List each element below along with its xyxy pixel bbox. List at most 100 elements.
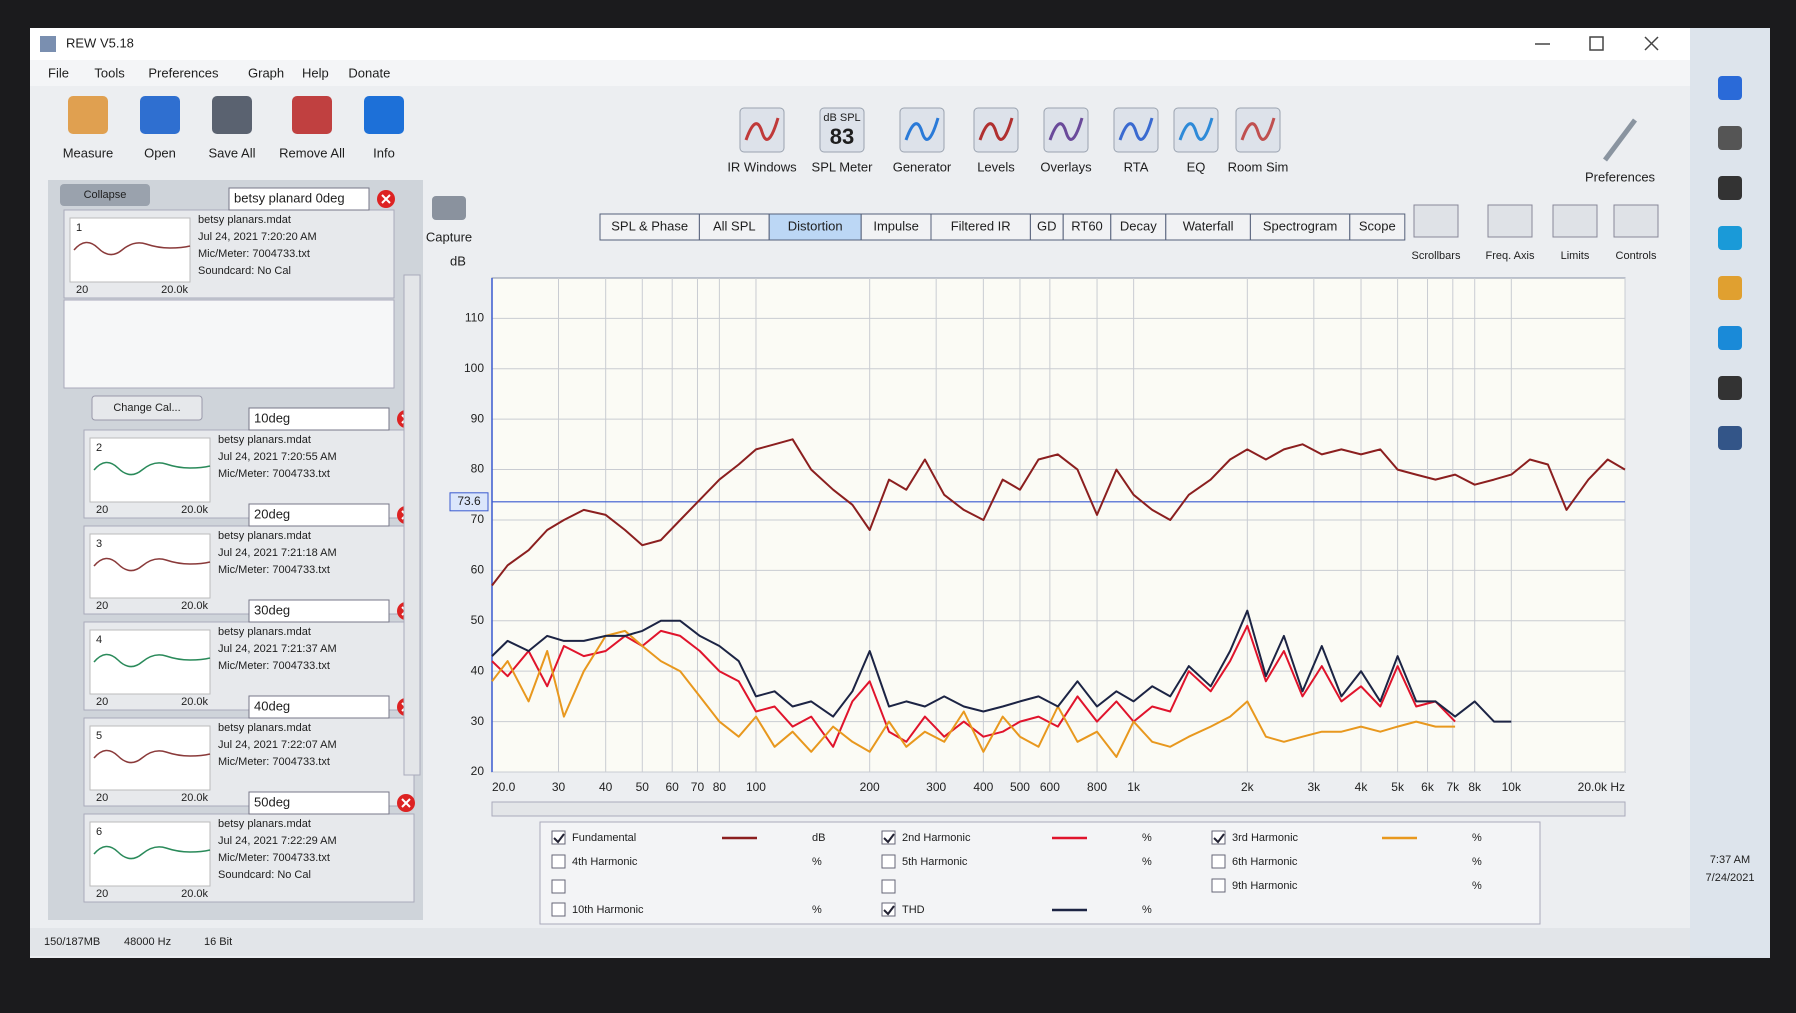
series-line — [491, 624, 1456, 748]
name-field[interactable] — [248, 695, 390, 719]
v-scrollbar — [403, 274, 421, 776]
legend-unit: dB — [812, 832, 825, 844]
graph-tab[interactable] — [1349, 213, 1406, 241]
toolbar-button[interactable]: Measure — [63, 145, 114, 160]
toolbar-button[interactable]: Overlays — [1040, 159, 1092, 174]
toolbar-button[interactable]: Room Sim — [1228, 159, 1289, 174]
legend-checkbox[interactable] — [881, 879, 896, 894]
change-cal-button[interactable] — [91, 395, 203, 421]
toolbar-glyph — [1178, 117, 1214, 141]
toolbar-button[interactable]: Generator — [893, 159, 952, 174]
thumb-axis-label: 20.0k — [181, 696, 208, 708]
name-field[interactable] — [248, 503, 390, 527]
name-field[interactable] — [228, 187, 370, 211]
measurement-name: 40deg — [254, 698, 290, 713]
menu-item[interactable]: File — [48, 65, 69, 80]
measurement-file: betsy planars.mdat — [198, 214, 291, 226]
legend-unit: % — [812, 904, 822, 916]
taskbar-icon[interactable] — [1718, 176, 1742, 200]
name-field[interactable] — [248, 599, 390, 623]
graph-tab[interactable] — [1110, 213, 1167, 241]
menu-item[interactable]: Preferences — [148, 65, 219, 80]
spl-reading: 83 — [830, 124, 854, 149]
menu-item[interactable]: Donate — [348, 65, 390, 80]
toolbar-button[interactable]: IR Windows — [727, 159, 797, 174]
taskbar-icon[interactable] — [1718, 426, 1742, 450]
x-tick-label: 100 — [746, 780, 766, 794]
graph-tab[interactable] — [1029, 213, 1064, 241]
x-tick-label: 500 — [1010, 780, 1030, 794]
toolbar-button[interactable]: Open — [144, 145, 176, 160]
toolbar-button[interactable]: Remove All — [279, 145, 345, 160]
taskbar-icon[interactable] — [1718, 226, 1742, 250]
name-field[interactable] — [248, 407, 390, 431]
toolbar-icon — [364, 96, 404, 134]
legend-checkbox[interactable] — [1211, 854, 1226, 869]
legend-checkbox[interactable] — [551, 879, 566, 894]
y-tick-label: 20 — [471, 764, 485, 778]
maximize-button[interactable] — [1589, 36, 1604, 51]
legend-label: Fundamental — [572, 832, 636, 844]
title-bar — [30, 28, 1690, 60]
taskbar-icon[interactable] — [1718, 326, 1742, 350]
graph-control-icon[interactable] — [1487, 204, 1533, 238]
legend-check — [1213, 833, 1225, 844]
measurement-soundcard: Soundcard: No Cal — [218, 869, 311, 881]
taskbar-time: 7:37 AM — [1710, 854, 1750, 866]
graph-tab[interactable] — [860, 213, 932, 241]
menu-item[interactable]: Tools — [94, 65, 125, 80]
taskbar-icon[interactable] — [1718, 126, 1742, 150]
graph-control-icon[interactable] — [1613, 204, 1659, 238]
measurement-file: betsy planars.mdat — [218, 434, 311, 446]
toolbar-icon — [819, 107, 865, 153]
close-button[interactable] — [1644, 36, 1659, 51]
graph-tab[interactable] — [768, 213, 862, 241]
window-controls — [1535, 36, 1659, 51]
y-axis-label: dB — [450, 253, 466, 268]
spl-unit: dB SPL — [823, 112, 860, 124]
collapse-button[interactable] — [60, 184, 150, 206]
toolbar-button[interactable]: Levels — [977, 159, 1015, 174]
taskbar-icon[interactable] — [1718, 76, 1742, 100]
legend-checkbox[interactable] — [881, 902, 896, 917]
toolbar-button[interactable]: RTA — [1124, 159, 1149, 174]
measurement-file: betsy planars.mdat — [218, 530, 311, 542]
toolbar-button[interactable]: Info — [373, 145, 395, 160]
graph-tab[interactable] — [599, 213, 700, 241]
graph-tab[interactable] — [1249, 213, 1351, 241]
legend-label: 5th Harmonic — [902, 856, 968, 868]
measurement-index: 6 — [96, 826, 102, 838]
x-tick-label: 7k — [1446, 780, 1460, 794]
menu-item[interactable]: Graph — [248, 65, 284, 80]
measurement-file: betsy planars.mdat — [218, 626, 311, 638]
taskbar-icon[interactable] — [1718, 376, 1742, 400]
legend-checkbox[interactable] — [1211, 878, 1226, 893]
graph-tab[interactable] — [930, 213, 1031, 241]
x-tick-label: 300 — [926, 780, 946, 794]
graph-tab[interactable] — [698, 213, 770, 241]
taskbar-icon[interactable] — [1718, 276, 1742, 300]
toolbar-button[interactable]: SPL Meter — [812, 159, 874, 174]
graph-control-icon[interactable] — [1552, 204, 1598, 238]
menu-item[interactable]: Help — [302, 65, 329, 80]
toolbar-button[interactable]: Save All — [209, 145, 256, 160]
thumb-axis-label: 20 — [96, 888, 108, 900]
legend-checkbox[interactable] — [551, 854, 566, 869]
measurement-date: Jul 24, 2021 7:21:18 AM — [218, 547, 337, 559]
graph-tab-label: Filtered IR — [951, 218, 1011, 233]
preferences-button[interactable]: Preferences — [1585, 169, 1656, 184]
capture-icon[interactable] — [432, 196, 466, 220]
legend-checkbox[interactable] — [551, 902, 566, 917]
measurement-date: Jul 24, 2021 7:20:55 AM — [218, 451, 337, 463]
status-field: 150/187MB — [44, 936, 100, 948]
measurement-index: 4 — [96, 634, 102, 646]
toolbar-button[interactable]: EQ — [1187, 159, 1206, 174]
legend-checkbox[interactable] — [551, 830, 566, 845]
name-field[interactable] — [248, 791, 390, 815]
legend-checkbox[interactable] — [1211, 830, 1226, 845]
toolbar-icon — [292, 96, 332, 134]
legend-checkbox[interactable] — [881, 830, 896, 845]
legend-checkbox[interactable] — [881, 854, 896, 869]
legend-check — [883, 833, 895, 844]
graph-control-icon[interactable] — [1413, 204, 1459, 238]
